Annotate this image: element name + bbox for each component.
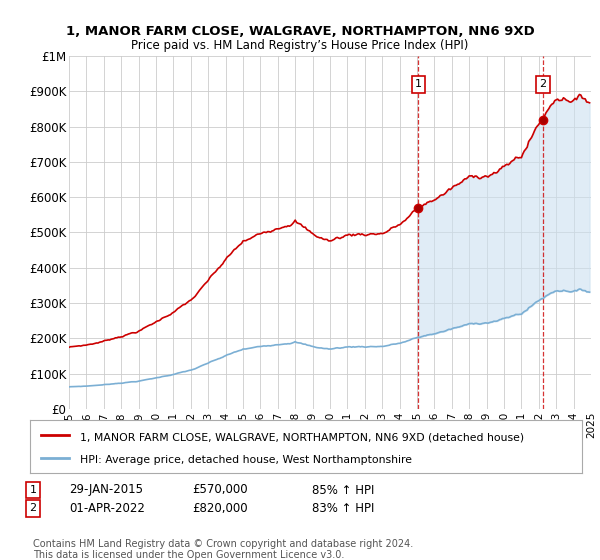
Text: 2: 2 bbox=[29, 503, 37, 514]
Text: Contains HM Land Registry data © Crown copyright and database right 2024.
This d: Contains HM Land Registry data © Crown c… bbox=[33, 539, 413, 560]
Text: 1: 1 bbox=[29, 485, 37, 495]
Text: 1, MANOR FARM CLOSE, WALGRAVE, NORTHAMPTON, NN6 9XD (detached house): 1, MANOR FARM CLOSE, WALGRAVE, NORTHAMPT… bbox=[80, 432, 524, 442]
Text: HPI: Average price, detached house, West Northamptonshire: HPI: Average price, detached house, West… bbox=[80, 455, 412, 465]
Text: 83% ↑ HPI: 83% ↑ HPI bbox=[312, 502, 374, 515]
Text: Price paid vs. HM Land Registry’s House Price Index (HPI): Price paid vs. HM Land Registry’s House … bbox=[131, 39, 469, 52]
Text: £820,000: £820,000 bbox=[192, 502, 248, 515]
Text: 1, MANOR FARM CLOSE, WALGRAVE, NORTHAMPTON, NN6 9XD: 1, MANOR FARM CLOSE, WALGRAVE, NORTHAMPT… bbox=[65, 25, 535, 38]
Text: 85% ↑ HPI: 85% ↑ HPI bbox=[312, 483, 374, 497]
Text: 1: 1 bbox=[415, 79, 422, 89]
Text: 2: 2 bbox=[539, 79, 547, 89]
Text: 29-JAN-2015: 29-JAN-2015 bbox=[69, 483, 143, 497]
Text: £570,000: £570,000 bbox=[192, 483, 248, 497]
Text: 01-APR-2022: 01-APR-2022 bbox=[69, 502, 145, 515]
